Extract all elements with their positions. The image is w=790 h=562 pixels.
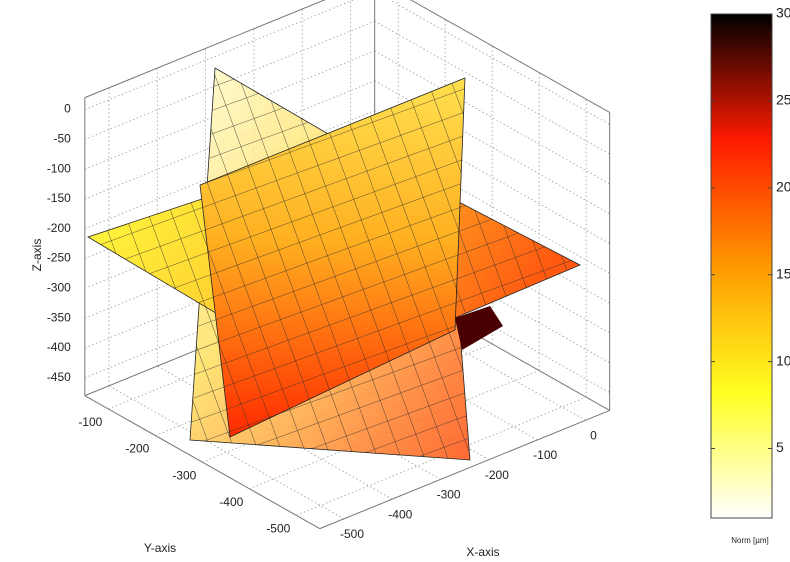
y-tick-label: -300: [172, 468, 196, 482]
z-tick-label: -150: [47, 191, 71, 205]
colorbar-label: Norm [µm]: [731, 536, 769, 545]
dark-block: [455, 306, 503, 350]
colorbar-tick-label: 5: [776, 439, 784, 455]
colorbar-tick-label: 20: [776, 178, 790, 194]
grid-line: [374, 20, 610, 155]
x-tick-label: -100: [533, 448, 557, 462]
z-tick-label: -300: [47, 281, 71, 295]
slice-vertical-front-mesh: [200, 78, 465, 437]
box-edge: [84, 395, 321, 530]
z-tick-label: -250: [47, 251, 71, 265]
z-tick-label: -450: [47, 370, 71, 384]
y-tick-label: -100: [78, 415, 102, 429]
colorbar-tick-label: 15: [776, 265, 790, 281]
y-tick-label: -500: [266, 522, 290, 536]
colorbar-tick-label: 30: [776, 5, 790, 21]
z-tick-label: -50: [54, 132, 72, 146]
grid-line: [84, 0, 355, 110]
grid-line: [389, 0, 610, 125]
x-tick-label: -500: [340, 527, 364, 541]
x-tick-label: -400: [388, 507, 412, 521]
z-axis-label: Z-axis: [30, 239, 44, 272]
y-tick-label: -400: [219, 495, 243, 509]
colorbar-tick-label: 25: [776, 92, 790, 108]
colorbar-scale: [710, 13, 773, 519]
grid-line: [108, 385, 345, 520]
z-tick-label: -350: [47, 310, 71, 324]
box-edge: [409, 0, 610, 113]
z-tick-label: -200: [47, 221, 71, 235]
x-tick-label: -300: [437, 488, 461, 502]
y-axis-label: Y-axis: [144, 541, 176, 555]
slice-surfaces: [87, 67, 581, 461]
z-tick-label: -100: [47, 161, 71, 175]
grid-line: [374, 50, 610, 185]
x-tick-label: -200: [485, 468, 509, 482]
box-edge: [319, 409, 610, 530]
y-tick-label: -200: [125, 442, 149, 456]
colorbar-tick-label: 10: [776, 352, 790, 368]
colorbar: 5 10 15 20 25 30: [710, 5, 790, 519]
x-axis-label: X-axis: [466, 545, 499, 559]
axis-labels: Z-axis Y-axis X-axis Norm [µm]: [30, 239, 769, 560]
box-edge: [84, 0, 326, 99]
z-tick-label: 0: [64, 102, 71, 116]
x-tick-label: 0: [590, 428, 597, 442]
z-tick-label: -400: [47, 340, 71, 354]
